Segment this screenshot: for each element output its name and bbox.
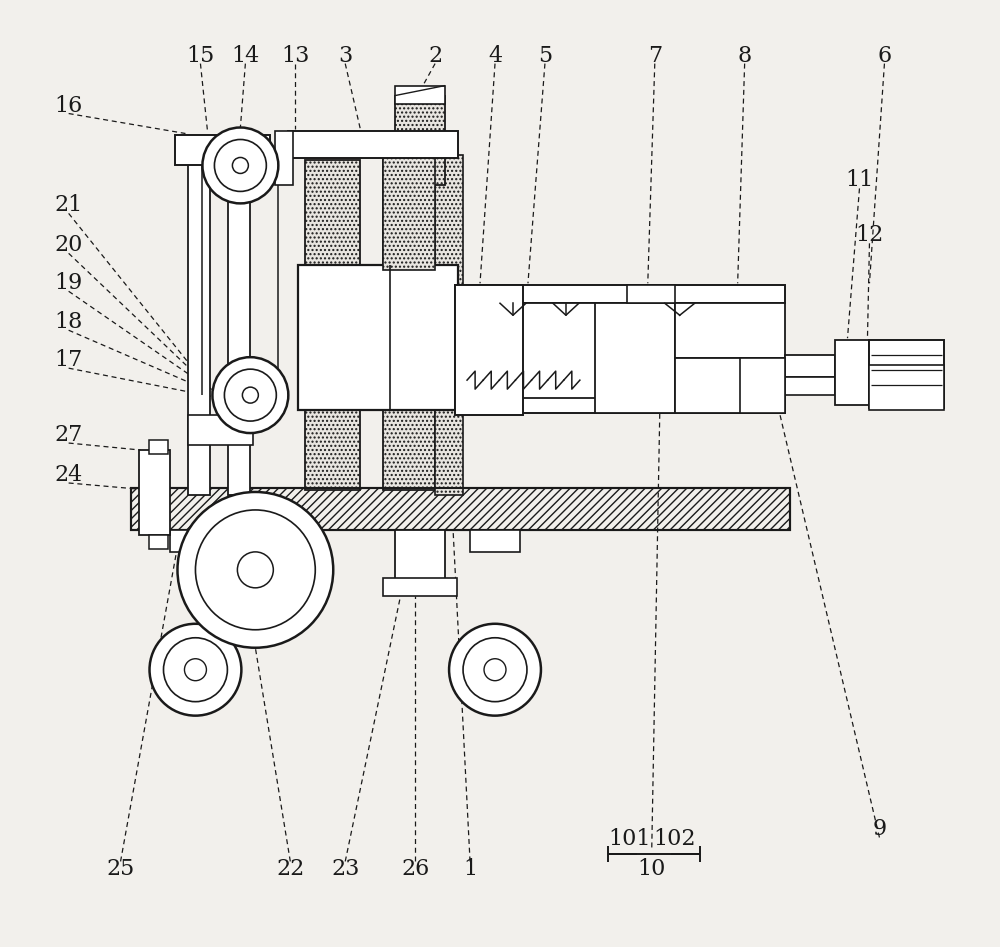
Bar [149, 535, 168, 549]
Bar [455, 303, 655, 398]
Text: 1: 1 [463, 858, 477, 881]
Bar [595, 303, 675, 413]
Bar [785, 355, 835, 377]
Circle shape [150, 624, 241, 716]
Bar [228, 155, 250, 495]
Text: 27: 27 [55, 424, 83, 446]
Bar [288, 131, 458, 158]
Bar [175, 135, 270, 166]
Bar [395, 85, 445, 103]
Bar [383, 155, 435, 270]
Text: 10: 10 [638, 858, 666, 881]
Bar [627, 285, 675, 303]
Text: 6: 6 [877, 45, 891, 66]
Circle shape [212, 357, 288, 433]
Bar [139, 450, 170, 535]
Text: 17: 17 [55, 349, 83, 371]
Text: 11: 11 [845, 170, 874, 191]
Circle shape [224, 369, 276, 421]
Bar [455, 395, 785, 413]
Text: 8: 8 [738, 45, 752, 66]
Bar [785, 377, 835, 395]
Text: 15: 15 [186, 45, 215, 66]
Text: 9: 9 [872, 818, 887, 841]
Text: 13: 13 [281, 45, 309, 66]
Text: 26: 26 [401, 858, 429, 881]
Text: 7: 7 [648, 45, 662, 66]
Bar [188, 415, 253, 445]
Text: 12: 12 [855, 224, 884, 246]
Bar [835, 340, 869, 405]
Text: 16: 16 [55, 95, 83, 116]
Circle shape [177, 492, 333, 648]
Circle shape [232, 157, 248, 173]
Text: 102: 102 [653, 829, 696, 850]
Bar [298, 265, 458, 410]
Text: 18: 18 [54, 312, 83, 333]
Text: 23: 23 [331, 858, 359, 881]
Bar [395, 96, 445, 186]
Circle shape [237, 552, 273, 588]
Circle shape [163, 637, 227, 702]
Bar [675, 303, 785, 358]
Bar [383, 578, 457, 596]
Bar [131, 488, 790, 530]
Bar [395, 530, 445, 580]
Text: 101: 101 [609, 829, 651, 850]
Circle shape [214, 139, 266, 191]
Bar [131, 488, 790, 530]
Text: 4: 4 [488, 45, 502, 66]
Circle shape [484, 659, 506, 681]
Text: 21: 21 [55, 194, 83, 217]
Bar [869, 366, 944, 410]
Circle shape [184, 659, 206, 681]
Text: 25: 25 [106, 858, 135, 881]
Bar [305, 160, 360, 490]
Text: 20: 20 [54, 234, 83, 257]
Circle shape [202, 128, 278, 204]
Bar [455, 285, 523, 415]
Bar [435, 155, 463, 495]
Text: 19: 19 [55, 273, 83, 295]
Circle shape [449, 624, 541, 716]
Circle shape [463, 637, 527, 702]
Text: 24: 24 [55, 464, 83, 486]
Bar [188, 155, 210, 495]
Text: 22: 22 [276, 858, 304, 881]
Bar [455, 285, 785, 303]
Bar [275, 131, 293, 186]
Bar [470, 530, 520, 552]
Bar [740, 358, 785, 413]
Bar [869, 340, 944, 408]
Bar [170, 530, 220, 552]
Circle shape [195, 509, 315, 630]
Bar [675, 358, 785, 413]
Text: 2: 2 [428, 45, 442, 66]
Bar [383, 160, 435, 490]
Text: 3: 3 [338, 45, 352, 66]
Text: 5: 5 [538, 45, 552, 66]
Bar [149, 440, 168, 454]
Text: 14: 14 [231, 45, 259, 66]
Circle shape [242, 387, 258, 403]
